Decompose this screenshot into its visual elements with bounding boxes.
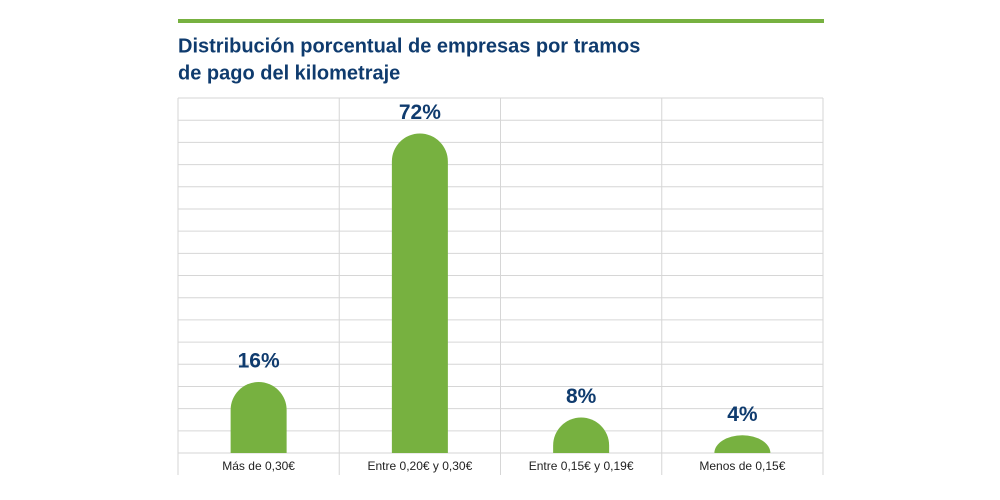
value-label: 16% <box>238 350 280 373</box>
bar <box>230 382 287 453</box>
value-label: 4% <box>727 403 758 426</box>
chart-title: Distribución porcentual de empresas por … <box>178 35 640 57</box>
value-label: 72% <box>399 101 441 124</box>
value-label: 8% <box>566 385 597 408</box>
bar <box>391 133 448 454</box>
x-tick-label: Menos de 0,15€ <box>699 459 785 473</box>
chart-title: de pago del kilometraje <box>178 62 400 84</box>
top-rule <box>178 19 824 23</box>
bar <box>714 435 771 453</box>
x-tick-label: Entre 0,20€ y 0,30€ <box>368 459 473 473</box>
x-tick-label: Más de 0,30€ <box>222 459 295 473</box>
bar <box>553 417 610 453</box>
x-tick-label: Entre 0,15€ y 0,19€ <box>529 459 634 473</box>
